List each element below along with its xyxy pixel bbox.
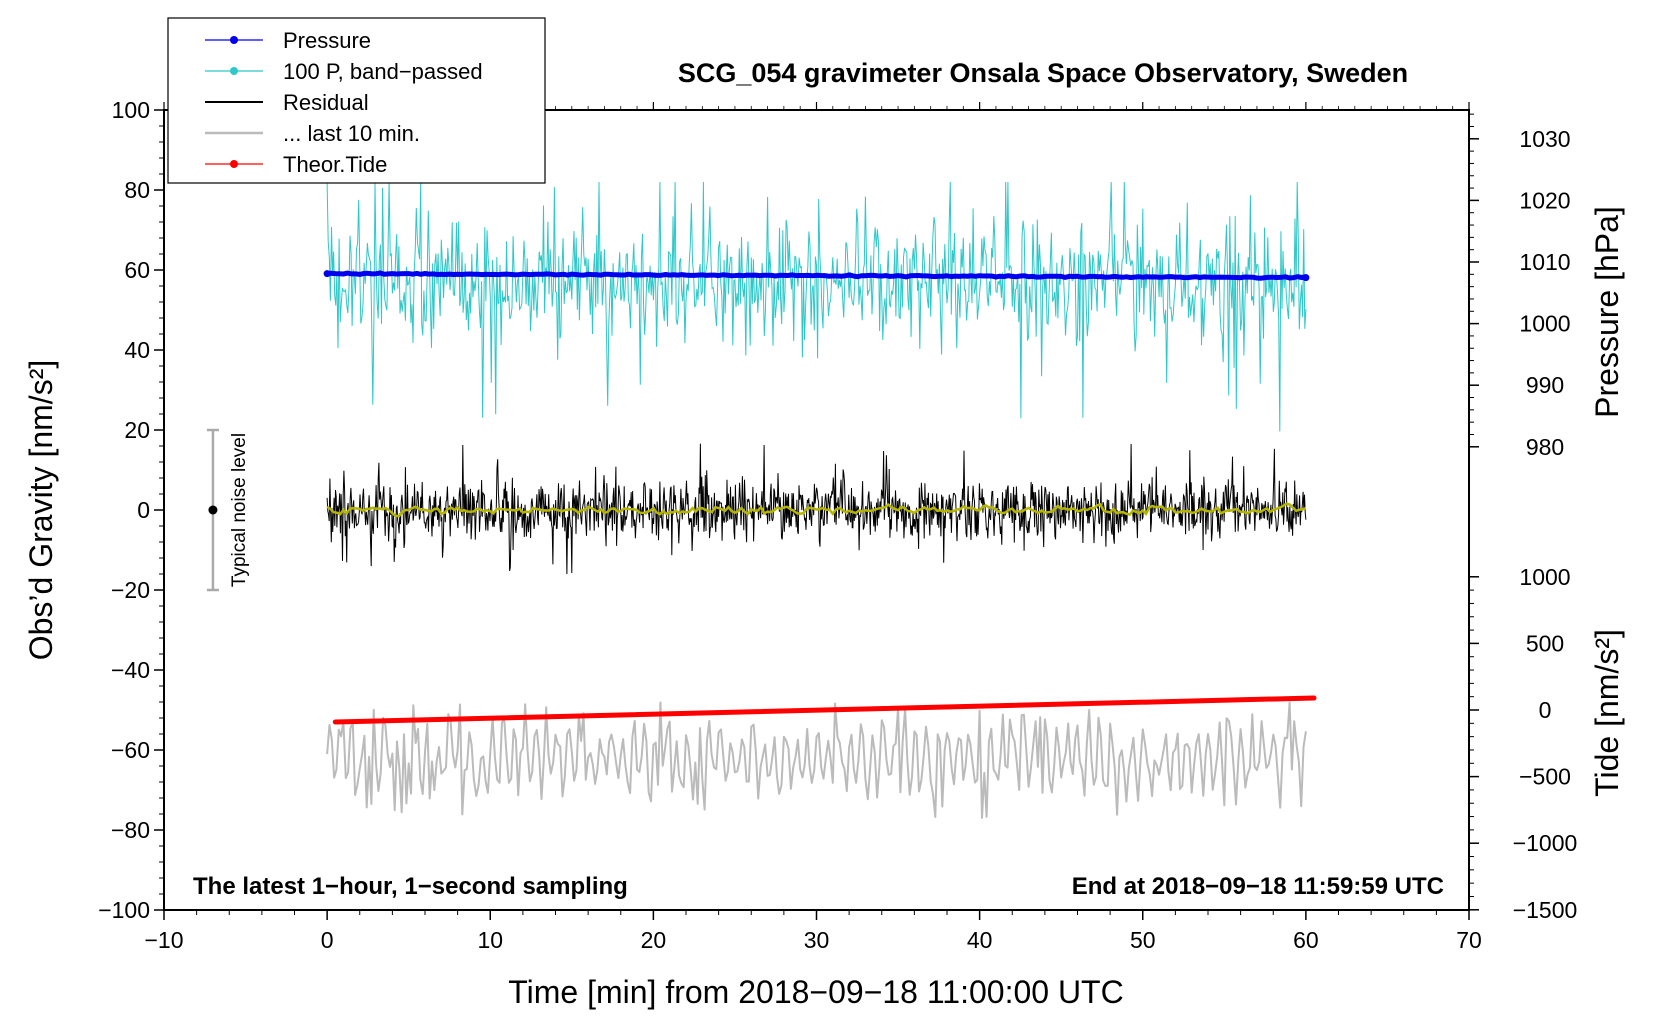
tide-tick-label: 0 xyxy=(1539,697,1552,723)
y-tick-label: 60 xyxy=(124,257,150,283)
legend-label: ... last 10 min. xyxy=(283,121,420,146)
y-tick-label: −60 xyxy=(111,737,150,763)
x-tick-label: 0 xyxy=(321,927,334,953)
y-tick-label: 80 xyxy=(124,177,150,203)
series-theor-tide xyxy=(332,695,1317,725)
y-tick-label: 40 xyxy=(124,337,150,363)
series-pressure xyxy=(323,270,1310,282)
tide-tick-label: −1000 xyxy=(1513,830,1578,856)
y-tick-label: 100 xyxy=(112,97,150,123)
pressure-tick-label: 980 xyxy=(1526,434,1564,460)
legend-label: 100 P, band−passed xyxy=(283,59,483,84)
y-axis-label-tide: Tide [nm/s²] xyxy=(1589,629,1625,797)
x-tick-label: 70 xyxy=(1456,927,1482,953)
pressure-tick-label: 990 xyxy=(1526,372,1564,398)
noise-bar-center-dot xyxy=(208,505,218,515)
y-axis-label-pressure: Pressure [hPa] xyxy=(1589,206,1625,418)
y-axis-label-left: Obs’d Gravity [nm/s²] xyxy=(23,360,59,661)
series-band-passed xyxy=(326,181,1307,432)
last-10-min-line xyxy=(326,701,1307,819)
x-tick-label: 10 xyxy=(477,927,503,953)
noise-bar-label: Typical noise level xyxy=(229,433,250,587)
x-axis-label: Time [min] from 2018−09−18 11:00:00 UTC xyxy=(508,974,1123,1010)
y-tick-label: 20 xyxy=(124,417,150,443)
annotation-end-time: End at 2018−09−18 11:59:59 UTC xyxy=(1072,873,1444,900)
pressure-start-point xyxy=(323,270,331,278)
series-smoothed-residual xyxy=(326,502,1307,518)
legend-marker-1 xyxy=(230,67,238,75)
axes: −10 0 10 20 30 40 50 60 70−100−80−60−40−20020406… xyxy=(98,97,1577,953)
legend-marker-0 xyxy=(230,36,238,44)
pressure-tick-label: 1020 xyxy=(1519,187,1570,213)
x-tick-label: −10 xyxy=(144,927,183,953)
pressure-tick-label: 1010 xyxy=(1519,249,1570,275)
annotation-sampling: The latest 1−hour, 1−second sampling xyxy=(193,873,628,900)
y-tick-label: −20 xyxy=(111,577,150,603)
band-passed-line xyxy=(326,181,1307,432)
chart-title: SCG_054 gravimeter Onsala Space Observat… xyxy=(678,58,1408,88)
x-tick-label: 60 xyxy=(1293,927,1319,953)
y-tick-label: −40 xyxy=(111,657,150,683)
tide-tick-label: 500 xyxy=(1526,630,1564,656)
y-tick-label: −80 xyxy=(111,817,150,843)
x-tick-label: 50 xyxy=(1130,927,1156,953)
x-tick-label: 30 xyxy=(804,927,830,953)
noise-bar xyxy=(206,428,219,592)
pressure-end-point xyxy=(1302,274,1310,282)
tide-tick-label: −1500 xyxy=(1513,897,1578,923)
legend-label: Pressure xyxy=(283,28,371,53)
legend-box xyxy=(167,17,546,184)
y-tick-label: −100 xyxy=(98,897,150,923)
legend-label: Residual xyxy=(283,90,369,115)
tide-tick-label: −500 xyxy=(1519,764,1571,790)
x-tick-label: 20 xyxy=(641,927,667,953)
y-tick-label: 0 xyxy=(137,497,150,523)
legend-label: Theor.Tide xyxy=(283,152,387,177)
pressure-tick-label: 1000 xyxy=(1519,311,1570,337)
pressure-tick-label: 1030 xyxy=(1519,126,1570,152)
theor-tide-line xyxy=(332,695,1317,725)
legend-marker-4 xyxy=(230,160,238,168)
pressure-line xyxy=(324,270,1309,281)
series-residual xyxy=(326,443,1307,575)
series-last-10-min xyxy=(326,701,1307,819)
residual-line xyxy=(326,443,1307,575)
smoothed-residual-line xyxy=(326,502,1307,518)
tide-tick-label: 1000 xyxy=(1519,564,1570,590)
legend: Pressure 100 P, band−passed Residual ... la… xyxy=(167,17,546,184)
x-tick-label: 40 xyxy=(967,927,993,953)
